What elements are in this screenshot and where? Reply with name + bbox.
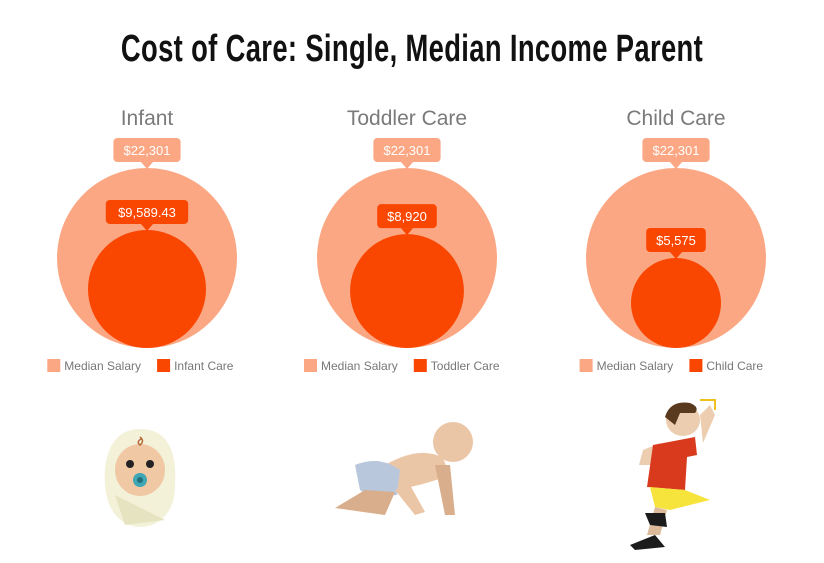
- median-salary-label: $22,301: [384, 143, 431, 158]
- median-salary-tooltip-pointer: [401, 162, 413, 169]
- legend-swatch-care: [413, 359, 427, 372]
- median-salary-label: $22,301: [653, 143, 700, 158]
- legend-swatch-salary: [304, 359, 317, 372]
- legend-swatch-care: [157, 359, 171, 372]
- care-cost-bubble: [87, 229, 207, 348]
- care-cost-tooltip-pointer: [401, 228, 413, 236]
- care-cost-tooltip: $9,589.43: [105, 199, 189, 231]
- care-cost-tooltip-box: [646, 228, 706, 253]
- legend: Median Salary Child Care: [579, 359, 763, 373]
- median-salary-tooltip-box: [373, 138, 441, 162]
- median-salary-tooltip-pointer: [670, 162, 682, 169]
- median-salary-tooltip: $22,301: [642, 138, 710, 169]
- baby-icon: [104, 429, 176, 527]
- care-cost-bubble: [631, 258, 721, 348]
- legend: Median Salary Infant Care: [47, 359, 234, 373]
- panel-title: Infant: [121, 107, 174, 130]
- care-cost-tooltip: $5,575: [646, 228, 706, 260]
- legend-label: Median Salary: [597, 359, 674, 373]
- care-cost-label: $8,920: [387, 209, 427, 224]
- legend-label: Child Care: [706, 359, 763, 373]
- legend-swatch-salary: [579, 359, 593, 372]
- legend: Median Salary Toddler Care: [304, 359, 500, 373]
- care-cost-label: $9,589.43: [118, 205, 176, 220]
- legend-label: Toddler Care: [431, 359, 500, 373]
- crawling-toddler-icon: [335, 422, 473, 515]
- legend-label: Infant Care: [174, 359, 234, 373]
- legend-label: Median Salary: [321, 359, 398, 373]
- median-salary-tooltip-pointer: [141, 162, 153, 169]
- legend-label: Median Salary: [64, 359, 141, 373]
- page-title: Cost of Care: Single, Median Income Pare…: [120, 28, 704, 70]
- panel-title: Toddler Care: [347, 107, 467, 130]
- care-cost-tooltip-box: [377, 204, 437, 229]
- running-child-icon: [630, 399, 716, 550]
- legend-swatch-salary: [47, 359, 61, 372]
- median-salary-tooltip: $22,301: [373, 138, 441, 169]
- median-salary-label: $22,301: [124, 143, 171, 158]
- median-salary-tooltip-box: [113, 138, 181, 162]
- care-cost-tooltip: $8,920: [377, 204, 437, 236]
- legend-swatch-care: [689, 359, 703, 372]
- panel-title: Child Care: [626, 107, 725, 130]
- care-cost-tooltip-box: [105, 199, 189, 224]
- median-salary-tooltip-box: [642, 138, 710, 162]
- care-cost-bubble: [350, 234, 464, 348]
- care-cost-tooltip-pointer: [670, 252, 682, 260]
- median-salary-tooltip: $22,301: [113, 138, 181, 169]
- care-cost-tooltip-pointer: [141, 223, 153, 231]
- care-cost-label: $5,575: [656, 233, 696, 248]
